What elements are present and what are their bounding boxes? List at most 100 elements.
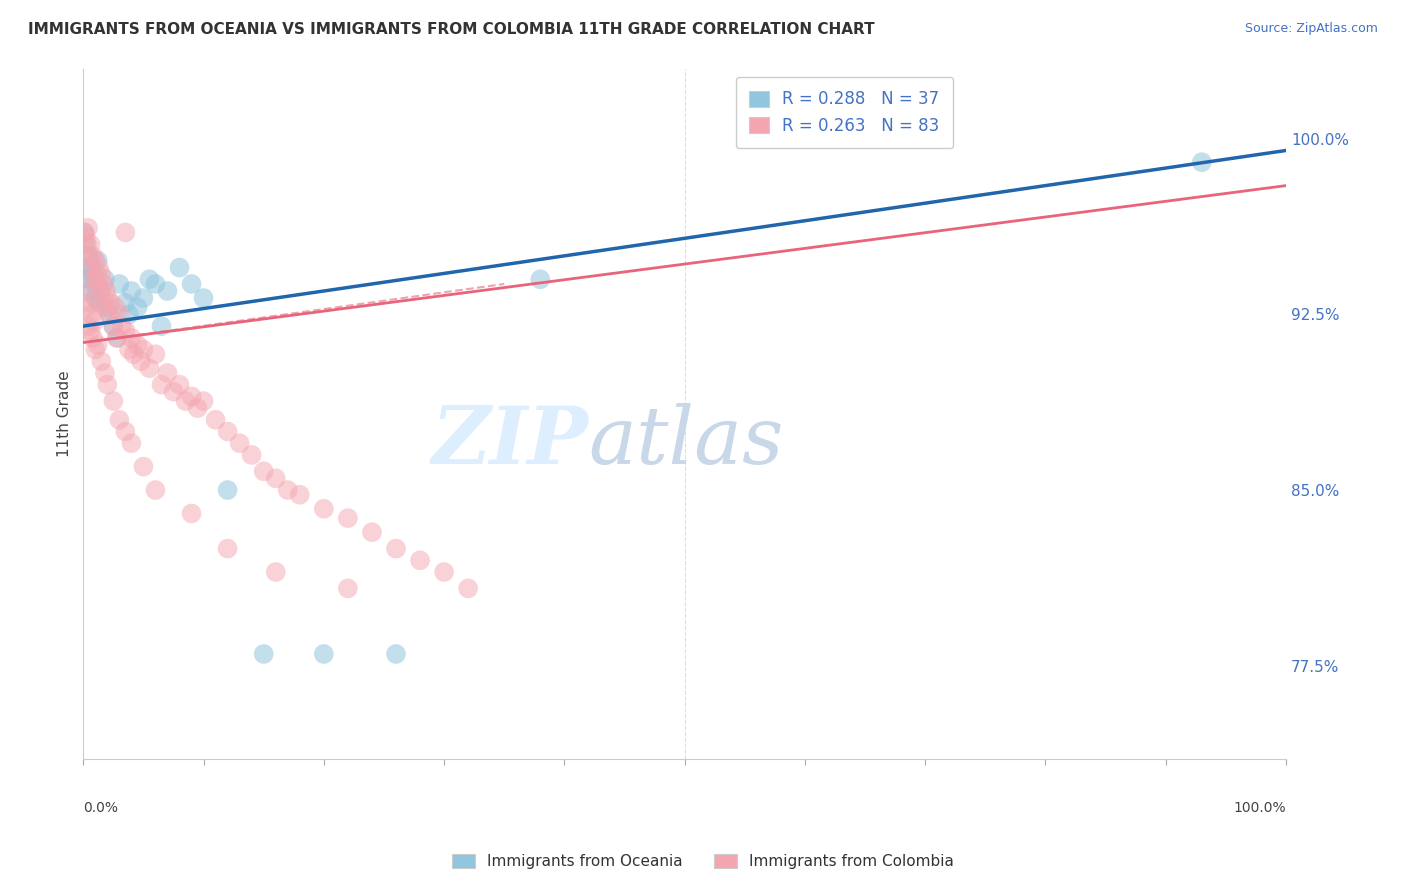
Point xyxy=(82,249,104,263)
Point xyxy=(91,295,114,310)
Point xyxy=(385,541,408,556)
Point xyxy=(264,471,287,485)
Point xyxy=(90,284,112,298)
Point xyxy=(75,284,97,298)
Y-axis label: 11th Grade: 11th Grade xyxy=(58,370,72,458)
Point xyxy=(312,647,335,661)
Legend: Immigrants from Oceania, Immigrants from Colombia: Immigrants from Oceania, Immigrants from… xyxy=(446,847,960,875)
Point xyxy=(336,511,359,525)
Point xyxy=(100,295,122,310)
Point xyxy=(174,394,197,409)
Point xyxy=(217,483,239,497)
Point xyxy=(145,277,167,291)
Point xyxy=(77,249,100,263)
Point xyxy=(84,253,107,268)
Text: 0.0%: 0.0% xyxy=(83,801,118,814)
Point xyxy=(77,220,100,235)
Point xyxy=(79,237,101,252)
Point xyxy=(132,291,155,305)
Point xyxy=(75,237,97,252)
Point xyxy=(129,354,152,368)
Point xyxy=(75,230,97,244)
Point xyxy=(103,394,125,409)
Text: atlas: atlas xyxy=(589,403,783,480)
Point xyxy=(169,377,191,392)
Point xyxy=(180,389,202,403)
Point xyxy=(433,565,456,579)
Point xyxy=(105,331,128,345)
Point xyxy=(98,307,121,321)
Point xyxy=(90,354,112,368)
Point xyxy=(169,260,191,275)
Text: 100.0%: 100.0% xyxy=(1233,801,1286,814)
Point xyxy=(87,338,110,352)
Text: Source: ZipAtlas.com: Source: ZipAtlas.com xyxy=(1244,22,1378,36)
Point xyxy=(132,459,155,474)
Point xyxy=(361,525,384,540)
Point xyxy=(150,377,173,392)
Point xyxy=(103,319,125,334)
Point xyxy=(228,436,250,450)
Point xyxy=(96,301,118,315)
Point xyxy=(73,226,96,240)
Point xyxy=(79,249,101,263)
Point xyxy=(80,284,103,298)
Point xyxy=(94,366,117,380)
Point xyxy=(118,343,141,357)
Point xyxy=(108,277,131,291)
Point xyxy=(84,291,107,305)
Point xyxy=(180,507,202,521)
Point xyxy=(145,347,167,361)
Text: IMMIGRANTS FROM OCEANIA VS IMMIGRANTS FROM COLOMBIA 11TH GRADE CORRELATION CHART: IMMIGRANTS FROM OCEANIA VS IMMIGRANTS FR… xyxy=(28,22,875,37)
Point xyxy=(180,277,202,291)
Point xyxy=(132,343,155,357)
Point xyxy=(83,314,105,328)
Point xyxy=(127,338,149,352)
Point xyxy=(156,284,179,298)
Point xyxy=(217,541,239,556)
Point xyxy=(162,384,184,399)
Point xyxy=(1191,155,1213,169)
Point xyxy=(83,277,105,291)
Point xyxy=(114,324,136,338)
Point xyxy=(336,582,359,596)
Point xyxy=(193,291,215,305)
Point xyxy=(156,366,179,380)
Point xyxy=(240,448,263,462)
Legend: R = 0.288   N = 37, R = 0.263   N = 83: R = 0.288 N = 37, R = 0.263 N = 83 xyxy=(735,77,953,148)
Point xyxy=(529,272,551,286)
Point xyxy=(94,301,117,315)
Point xyxy=(82,268,104,282)
Point xyxy=(385,647,408,661)
Point xyxy=(118,307,141,321)
Point xyxy=(204,413,226,427)
Point xyxy=(84,343,107,357)
Point xyxy=(457,582,479,596)
Point xyxy=(96,291,118,305)
Point xyxy=(90,268,112,282)
Point xyxy=(76,301,98,315)
Point xyxy=(253,647,276,661)
Point xyxy=(87,260,110,275)
Point xyxy=(127,301,149,315)
Point xyxy=(253,464,276,478)
Text: ZIP: ZIP xyxy=(432,403,589,480)
Point xyxy=(93,277,115,291)
Point xyxy=(80,260,103,275)
Point xyxy=(288,488,311,502)
Point xyxy=(264,565,287,579)
Point xyxy=(114,295,136,310)
Point xyxy=(108,307,131,321)
Point xyxy=(138,272,160,286)
Point xyxy=(76,237,98,252)
Point xyxy=(120,436,142,450)
Point xyxy=(80,307,103,321)
Point xyxy=(105,331,128,345)
Point xyxy=(82,331,104,345)
Point xyxy=(103,319,125,334)
Point xyxy=(111,319,134,334)
Point xyxy=(79,295,101,310)
Point xyxy=(79,272,101,286)
Point xyxy=(104,301,127,315)
Point xyxy=(96,377,118,392)
